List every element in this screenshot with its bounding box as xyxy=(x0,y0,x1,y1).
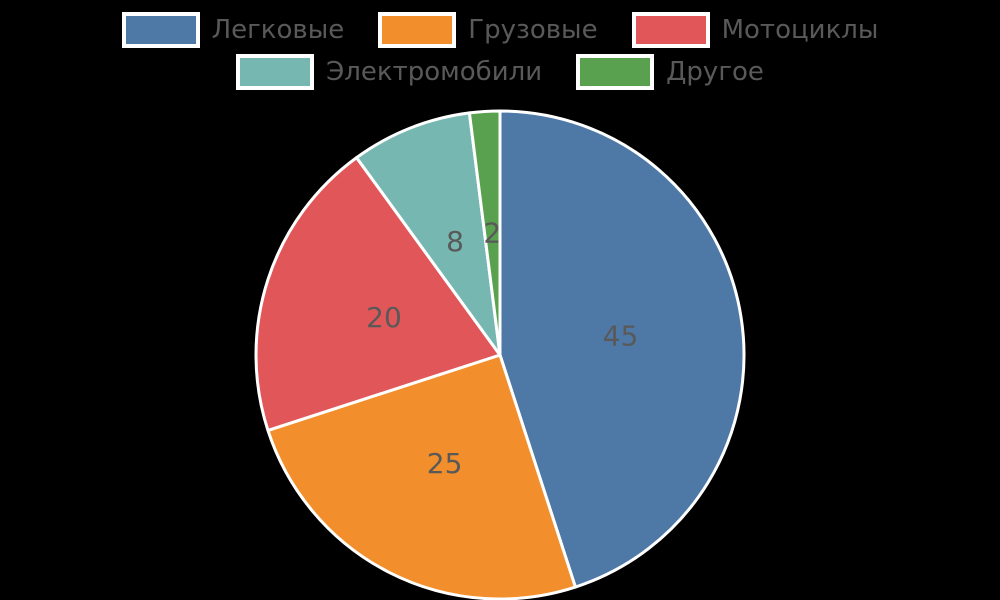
legend-item: Грузовые xyxy=(378,12,598,48)
wedge-value-label: 20 xyxy=(366,301,402,334)
legend-item-label: Грузовые xyxy=(468,15,598,45)
pie-wedge-5 xyxy=(467,109,502,357)
wedge-value-label: 8 xyxy=(446,225,464,258)
wedge-value-label: 2 xyxy=(483,217,501,250)
legend-swatch-icon xyxy=(236,54,315,90)
legend-item-label: Другое xyxy=(666,57,764,87)
legend-item: Электромобили xyxy=(236,54,542,90)
legend-item: Другое xyxy=(576,54,764,90)
chart-legend: Легковые Грузовые Мотоциклы Электромобили Др… xyxy=(0,12,1000,96)
legend-swatch-icon xyxy=(121,12,200,48)
legend-item: Легковые xyxy=(121,12,345,48)
legend-item-label: Мотоциклы xyxy=(721,15,879,45)
legend-item-label: Электромобили xyxy=(326,57,543,87)
legend-swatch-icon xyxy=(576,54,655,90)
legend-item-label: Легковые xyxy=(211,15,345,45)
legend-item: Мотоциклы xyxy=(631,12,879,48)
legend-row-1: Легковые Грузовые Мотоциклы xyxy=(0,12,1000,48)
pie-wedge-4 xyxy=(355,111,502,357)
legend-swatch-icon xyxy=(631,12,710,48)
legend-swatch-icon xyxy=(378,12,457,48)
legend-row-2: Электромобили Другое xyxy=(0,54,1000,90)
pie-wedge-2 xyxy=(266,353,577,600)
wedge-value-label: 25 xyxy=(427,447,463,480)
pie-wedge-3 xyxy=(254,156,502,432)
wedge-value-label: 45 xyxy=(603,319,639,352)
pie-wedge-1 xyxy=(498,109,746,589)
